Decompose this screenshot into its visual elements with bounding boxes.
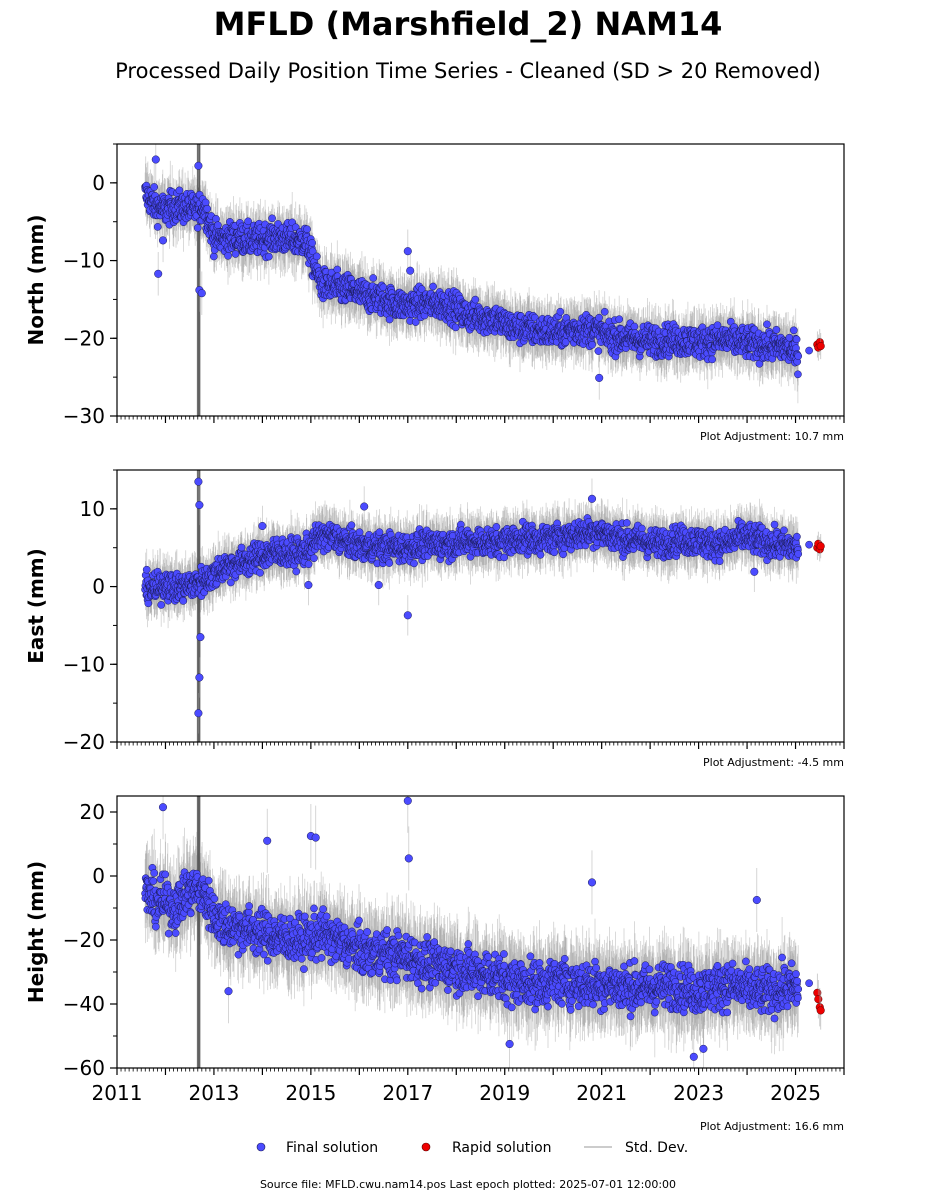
final-solution-point [755,359,764,368]
final-solution-point [385,315,394,324]
final-solution-point [268,214,276,223]
std-dev-bars [144,470,799,742]
final-solution-point [763,320,771,329]
final-solution-point [429,282,437,291]
final-solution-point [794,352,803,360]
y-tick-label: −20 [63,326,105,350]
final-solution-point [615,315,624,324]
final-solution-point [630,322,639,331]
x-axis [116,416,845,423]
final-solution-outlier [194,161,203,170]
final-solution-outlier [158,236,168,245]
final-solution-point [772,325,781,334]
final-solution-point [713,321,722,330]
final-solution-point [291,223,300,232]
plot-area [141,470,825,742]
final-solution-point [333,265,342,274]
final-solution-point [411,318,420,326]
final-solution-point [150,183,159,191]
rapid-solution-points [813,329,825,361]
final-solution-point [231,250,240,258]
final-solution-point [417,285,426,293]
final-solution-points [141,155,813,382]
final-solution-outlier [595,373,604,382]
final-solution-point [451,323,460,332]
final-solution-outlier [403,247,412,256]
y-axis-label: North (mm) [24,214,48,345]
final-solution-point [785,333,794,342]
final-solution-point [153,223,162,231]
final-solution-point [792,335,801,344]
figure-subtitle: Processed Daily Position Time Series - C… [115,59,821,83]
final-solution-point [594,347,603,355]
final-solution-point [708,355,717,364]
final-solution-point [224,251,232,260]
plot-area [141,144,825,416]
y-tick-label: 0 [92,171,105,195]
final-solution-outlier [151,155,160,164]
rapid-solution-point [816,342,825,351]
final-solution-point [265,252,273,261]
final-solution-point [203,204,212,213]
final-solution-outlier [197,289,206,298]
panel-0: 0 −10 −20 −30 North (mm) Plot Adjustment: 10.… [24,143,845,443]
y-tick-label: −10 [63,249,105,273]
final-solution-point [244,217,252,226]
panels: 0 −10 −20 −30 North (mm) Plot Adjustment: 10.… [24,143,845,1133]
final-solution-point [556,307,565,316]
final-solution-point [471,295,480,304]
final-solution-point [312,252,321,261]
final-solution-point [588,340,596,349]
final-solution-point [805,346,813,355]
final-solution-outlier [154,269,163,278]
final-solution-outlier [406,266,415,275]
final-solution-point [175,186,184,195]
final-solution-point [201,198,210,207]
final-solution-point [209,252,218,261]
final-solution-point [789,326,798,335]
final-solution-point [369,274,378,282]
final-solution-point [193,224,202,232]
final-solution-point [600,307,609,316]
final-solution-point [595,313,603,322]
plot-adjustment-note: Plot Adjustment: 10.7 mm [700,430,844,443]
figure-title: MFLD (Marshfield_2) NAM14 [214,5,723,43]
y-axis: 0 −10 −20 −30 [63,143,117,428]
final-solution-point [214,221,222,230]
y-tick-label: −30 [63,404,105,428]
std-dev-bars [144,144,799,416]
final-solution-point [308,247,317,256]
final-solution-point [794,370,802,379]
final-solution-point [303,225,311,234]
final-solution-point [308,239,316,247]
